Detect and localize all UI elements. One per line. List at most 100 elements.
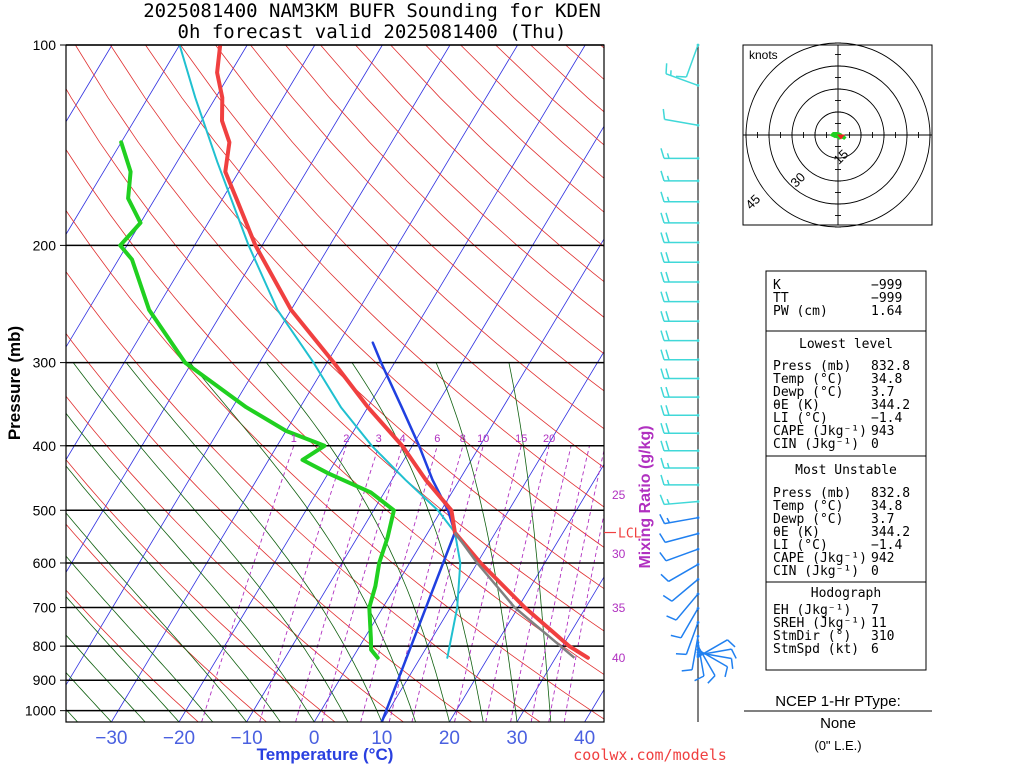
pressure-tick: 800 [33,638,57,654]
dry-adiabat [66,271,541,722]
mixing-ratio-line [563,512,604,722]
wind-barb [660,212,700,225]
chart-title-line2: 0h forecast valid 2025081400 (Thu) [178,21,567,43]
panel-row-label: CAPE (Jkg⁻¹) [773,551,867,566]
sounding-profiles [118,45,590,722]
indices-panel: K −999 TT −999 PW (cm) 1.64 Lowest level Press … [765,270,927,671]
wind-barb [666,592,700,621]
dry-adiabat [66,148,604,675]
panel-row-label: LI (°C) [773,411,828,426]
mixing-ratio-labels: 1 2 3 4 6 8 10 15 20 25 30 35 40 [291,433,626,665]
panel-row-value: −999 [871,291,902,306]
mixing-ratio-line [485,445,550,722]
dewp-profile [118,140,396,660]
wind-barb [660,422,700,435]
wind-barb [660,291,700,304]
wind-barb [662,577,700,602]
panel-row-value: 0 [871,437,879,452]
dry-adiabat [180,45,604,468]
panel-row-label: Dewp (°C) [773,512,843,527]
wetbulb-profile [178,45,462,659]
mixing-ratio-tick: 10 [477,433,489,445]
panel-row-value: −999 [871,278,902,293]
panel-row-label: PW (cm) [773,304,828,319]
isotherm [178,45,586,722]
panel-row-value: −1.4 [871,411,902,426]
y-axis-label: Pressure (mb) [5,326,24,440]
wind-barb [696,639,736,659]
pressure-tick: 200 [33,237,57,253]
temperature-tick-labels: −30 −20 −10 0 10 20 30 40 [95,728,595,749]
parcel-profile [371,341,457,722]
dry-adiabat [66,395,404,722]
mixing-ratio-tick: 6 [434,433,440,445]
panel-row-label: CIN (Jkg⁻¹) [773,564,859,579]
panel-row-value: 344.2 [871,398,910,413]
pressure-tick-labels: 100 200 300 400 500 600 700 800 900 1000 [25,37,66,719]
moist-adiabat [189,362,416,722]
wind-barb [662,108,700,127]
parcel-ascent [453,531,576,659]
moist-adiabat [66,595,180,722]
mixing-ratio-line [201,445,295,722]
wind-barb [660,386,700,399]
panel-row-value: 942 [871,551,894,566]
panel-row-value: 3.7 [871,512,894,527]
wind-barb [659,532,700,544]
isotherm [66,45,248,348]
isotherm [66,45,316,461]
panel-row-value: 344.2 [871,525,910,540]
moist-adiabat [508,362,552,722]
isotherm [111,45,518,722]
panel-row-value: 0 [871,564,879,579]
wind-barb [665,63,700,87]
temp-profile [215,45,590,660]
panel-row-value: 1.64 [871,304,902,319]
moist-adiabat [66,634,146,722]
panel-row-value: 6 [871,642,879,657]
panel-row-value: 11 [871,616,887,631]
mixing-ratio-line [259,445,347,722]
isotherm [66,45,451,686]
moist-adiabat [351,362,484,722]
dry-adiabat [285,45,604,355]
isotherm [313,238,604,722]
pressure-tick: 500 [33,502,57,518]
panel-row-label: StmSpd (kt) [773,642,859,657]
panel-row-label: LI (°C) [773,538,828,553]
watermark: coolwx.com/models [573,746,727,764]
wind-barb [660,191,700,204]
pressure-tick: 1000 [25,703,56,719]
moist-adiabat [66,555,214,722]
wind-barb [660,330,700,342]
moist-adiabat [66,465,281,722]
storm-motion-marker [837,134,845,140]
wind-barb [660,405,700,417]
moist-adiabat [66,672,112,722]
wind-barb [660,170,700,183]
mixing-ratio-tick: 30 [612,547,626,561]
panel-row-label: θE (K) [773,525,820,540]
isobars [66,44,604,712]
mixing-ratio-line [548,448,604,722]
dry-adiabat [425,45,604,213]
mixing-ratio-tick: 8 [460,433,466,445]
moist-adiabat [125,362,383,722]
panel-row-label: Temp (°C) [773,499,843,514]
panel-row-value: 3.7 [871,385,894,400]
mixing-ratio-line [530,445,590,722]
isotherm [246,125,604,722]
panel-section-title: Most Unstable [795,463,897,478]
panel-row-label: StmDir (°) [773,629,851,644]
wind-barb [660,440,700,453]
pressure-tick: 700 [33,600,57,616]
dry-adiabat [66,88,604,632]
panel-row-value: 310 [871,629,894,644]
moist-adiabat [265,362,450,722]
ptype-title: NCEP 1-Hr PType: [775,693,901,710]
mixing-ratio-tick: 20 [543,433,555,445]
wind-barb [660,457,700,470]
pressure-tick: 100 [33,37,57,53]
